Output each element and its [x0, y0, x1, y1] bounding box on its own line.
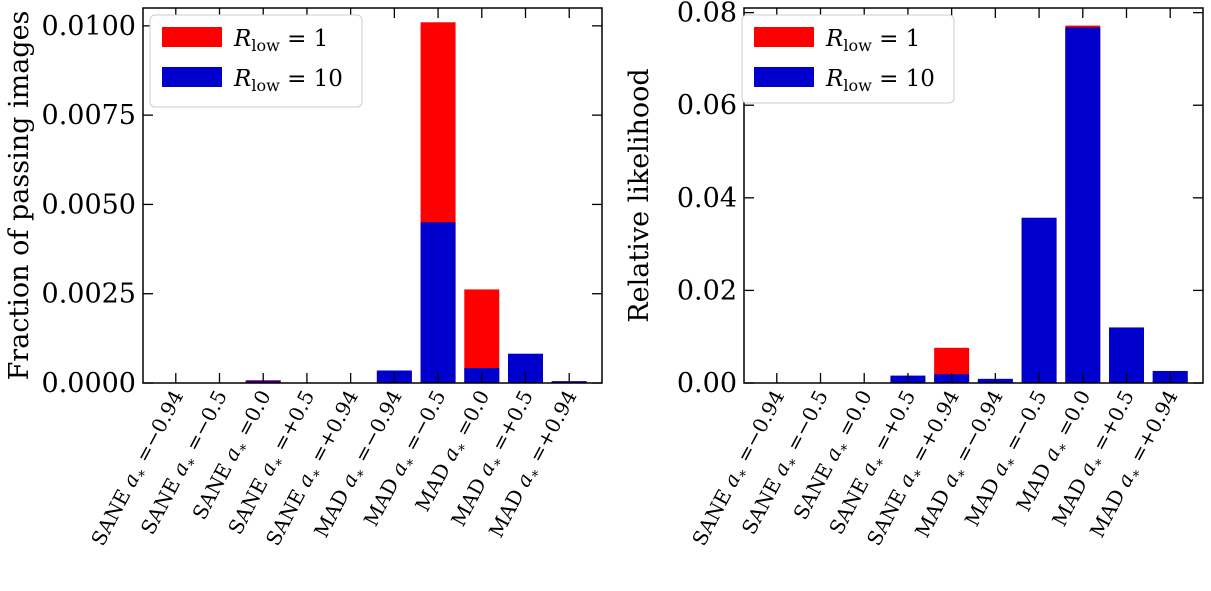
right-legend-label-rlow10: Rlow = 10: [825, 66, 935, 95]
right-legend-label-rlow1: Rlow = 1: [825, 26, 920, 55]
right-y-tick-label: 0.06: [677, 90, 737, 121]
right-bar-rlow10-6: [1021, 217, 1057, 383]
right-y-tick-label: 0.02: [677, 275, 737, 306]
left-bars: [245, 22, 587, 383]
left-y-axis-label: Fraction of passing images: [4, 11, 35, 381]
left-plot-frame: [142, 7, 603, 384]
left-legend-swatch-rlow10: [162, 67, 222, 87]
left-legend-label-rlow1: Rlow = 1: [233, 26, 328, 55]
left-bar-rlow1-7: [464, 289, 500, 383]
left-legend: Rlow = 1 Rlow = 10: [149, 14, 363, 108]
left-y-tick-label: 0.0075: [42, 100, 136, 131]
left-legend-swatch-rlow1: [162, 27, 222, 47]
left-y-tick-label: 0.0025: [42, 279, 136, 310]
left-y-tick-label: 0.0050: [42, 189, 136, 220]
left-bar-rlow10-6: [420, 222, 456, 383]
right-y-tick-label: 0.04: [677, 183, 737, 214]
left-y-tick-label: 0.0100: [42, 11, 136, 42]
right-y-ticks: 0.00 0.02 0.04 0.06 0.08: [677, 0, 1203, 399]
right-legend-swatch-rlow10: [754, 67, 814, 87]
right-legend: Rlow = 1 Rlow = 10: [741, 14, 955, 104]
right-y-tick-label: 0.08: [677, 0, 737, 29]
right-legend-swatch-rlow1: [754, 27, 814, 47]
right-bar-rlow10-7: [1065, 27, 1101, 383]
right-y-tick-label: 0.00: [677, 368, 737, 399]
left-y-tick-label: 0.0000: [42, 368, 136, 399]
left-y-ticks: 0.0000 0.0025 0.0050 0.0075 0.0100: [42, 11, 602, 399]
right-plot-frame: [743, 7, 1204, 384]
right-y-axis-label: Relative likelihood: [624, 68, 655, 322]
left-legend-label-rlow10: Rlow = 10: [233, 66, 343, 95]
right-chart-panel: 0.000.020.040.060.08 SANE a∗ =−0.94SANE …: [624, 0, 1204, 550]
